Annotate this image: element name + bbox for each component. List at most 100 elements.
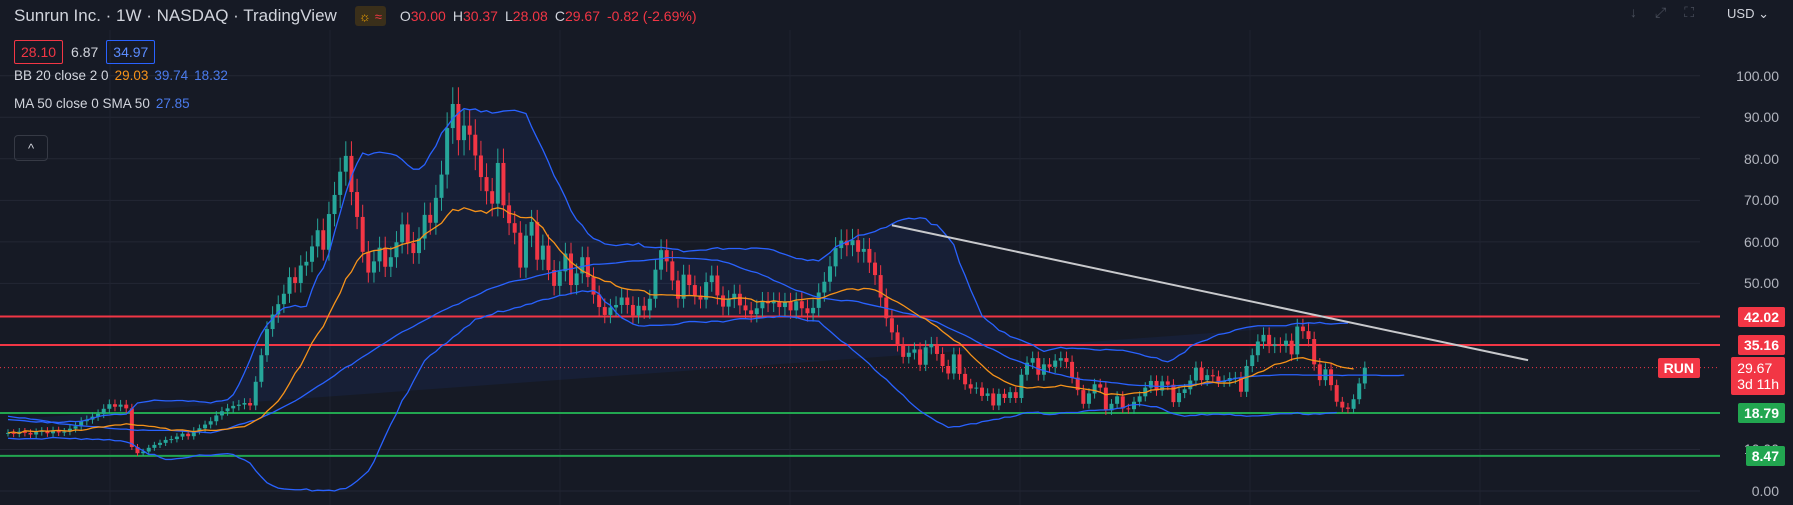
indicator-name: MA 50 close 0 SMA 50 xyxy=(14,96,150,111)
bb-lower-value: 18.32 xyxy=(194,68,228,83)
candle-up xyxy=(1193,367,1198,381)
expand-icon[interactable]: ⤢ xyxy=(1655,4,1667,20)
candle-up xyxy=(951,354,956,374)
candle-up xyxy=(794,301,799,311)
spread-value: 6.87 xyxy=(71,44,99,60)
axis-tick-label: 0.00 xyxy=(1751,483,1779,499)
candle-up xyxy=(62,431,67,433)
buy-button[interactable]: 34.97 xyxy=(106,40,156,64)
candle-down xyxy=(602,307,607,315)
candle-down xyxy=(1165,381,1170,385)
candle-up xyxy=(495,162,500,204)
candle-up xyxy=(253,381,258,406)
candle-down xyxy=(1036,358,1041,375)
candle-down xyxy=(552,270,557,286)
candle-up xyxy=(219,411,224,416)
candle-up xyxy=(754,308,759,315)
candle-up xyxy=(1182,389,1187,394)
currency-selector[interactable]: USD ⌄ xyxy=(1727,6,1769,22)
candle-up xyxy=(197,428,202,431)
candle-up xyxy=(557,271,562,286)
candle-down xyxy=(1345,407,1350,409)
candle-down xyxy=(934,344,939,354)
ohlc-readout: O30.00 H30.37 L28.08 C29.67 -0.82 (-2.69… xyxy=(400,8,697,24)
candle-up xyxy=(822,281,827,293)
candle-up xyxy=(101,408,106,414)
bb-basis-value: 29.03 xyxy=(114,68,149,83)
candle-up xyxy=(242,402,247,405)
candle-down xyxy=(1171,384,1176,403)
chart-title[interactable]: Sunrun Inc. · 1W · NASDAQ · TradingView xyxy=(14,6,337,25)
candle-up xyxy=(343,155,348,172)
candle-up xyxy=(996,393,1001,406)
candle-down xyxy=(889,318,894,333)
candle-up xyxy=(146,447,151,452)
candle-up xyxy=(96,413,101,417)
candle-up xyxy=(377,247,382,262)
candle-up xyxy=(1132,401,1136,410)
chart-header: Sunrun Inc. · 1W · NASDAQ · TradingView … xyxy=(14,6,696,26)
candle-up xyxy=(681,274,686,299)
ma-value: 27.85 xyxy=(155,96,190,111)
fullscreen-icon[interactable]: ⛶ xyxy=(1684,4,1695,20)
close-value: 29.67 xyxy=(564,8,600,24)
indicator-legend-ma[interactable]: MA 50 close 0 SMA 50 27.85 xyxy=(14,96,190,111)
candle-down xyxy=(45,430,50,434)
candle-down xyxy=(1278,344,1283,346)
candle-down xyxy=(788,301,793,311)
candle-up xyxy=(929,344,934,348)
last-price-tag: 29.67 3d 11h xyxy=(1731,356,1785,395)
candle-up xyxy=(647,298,652,311)
open-value: 30.00 xyxy=(410,8,446,24)
candle-down xyxy=(1306,331,1311,340)
sell-button[interactable]: 28.10 xyxy=(14,40,64,64)
resistance-level-tag: 35.16 xyxy=(1737,335,1785,355)
candle-up xyxy=(231,405,236,409)
candle-down xyxy=(349,155,354,193)
candle-down xyxy=(1334,385,1339,402)
candle-up xyxy=(225,408,230,412)
status-badge[interactable]: ☼ ≈ xyxy=(354,6,386,26)
candle-up xyxy=(310,246,315,262)
candle-up xyxy=(1115,396,1120,404)
candle-up xyxy=(158,442,163,445)
candle-down xyxy=(749,310,754,315)
candle-down xyxy=(777,301,782,308)
candle-up xyxy=(203,424,208,429)
candle-up xyxy=(214,415,219,422)
candle-up xyxy=(850,240,855,246)
candle-up xyxy=(1177,393,1182,403)
indicator-legend-bb[interactable]: BB 20 close 2 0 29.03 39.74 18.32 xyxy=(14,68,228,83)
candle-down xyxy=(1238,377,1243,392)
collapse-legend-button[interactable]: ^ xyxy=(14,135,48,161)
candle-up xyxy=(580,257,585,274)
candle-up xyxy=(338,171,343,195)
candle-down xyxy=(844,240,849,246)
ma50-line xyxy=(7,256,1405,434)
candle-up xyxy=(152,444,157,448)
candle-down xyxy=(366,251,371,273)
candle-down xyxy=(1075,377,1080,391)
candle-down xyxy=(591,277,596,295)
candle-down xyxy=(1120,396,1125,409)
candle-down xyxy=(1317,364,1322,381)
candle-up xyxy=(34,432,39,435)
candle-down xyxy=(1002,393,1007,398)
arrow-down-icon[interactable]: ↓ xyxy=(1630,4,1637,20)
candle-up xyxy=(709,275,714,283)
candle-down xyxy=(1103,387,1108,411)
candle-up xyxy=(732,293,737,300)
candle-up xyxy=(726,299,731,307)
horizontal-levels[interactable] xyxy=(0,315,1720,457)
candle-down xyxy=(1329,369,1334,386)
candle-up xyxy=(1058,358,1063,361)
indicator-lines xyxy=(7,107,1529,492)
candle-up xyxy=(1025,362,1030,375)
axis-tick-label: 80.00 xyxy=(1743,150,1779,167)
candle-up xyxy=(1109,403,1114,411)
candle-down xyxy=(1340,401,1345,408)
candle-up xyxy=(371,261,376,273)
candle-down xyxy=(856,240,861,252)
candle-down xyxy=(512,223,517,233)
